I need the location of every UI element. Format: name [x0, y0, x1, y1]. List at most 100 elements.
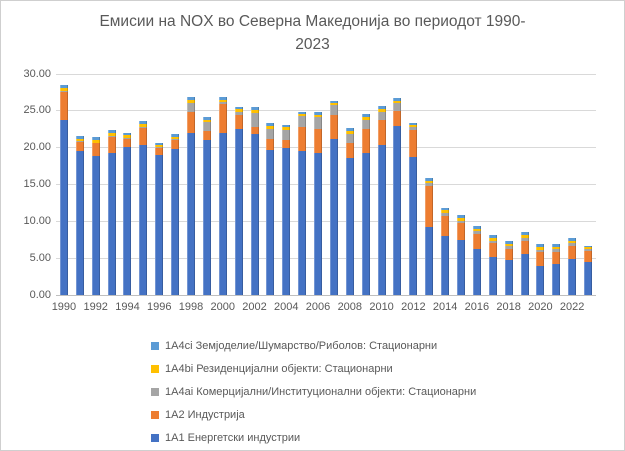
bar-segment [202, 131, 211, 141]
bar-segment [504, 246, 513, 249]
bar-segment [202, 116, 211, 120]
x-tick-label: 2022 [559, 301, 585, 313]
legend-swatch-icon [151, 364, 159, 373]
bar-segment [361, 152, 370, 295]
legend: 1A4ci Земјоделие/Шумарство/Риболов: Стац… [151, 334, 476, 449]
bar-segment [218, 132, 227, 295]
bar-segment [91, 155, 100, 295]
bar-segment [266, 123, 275, 127]
bar-segment [409, 127, 418, 130]
x-tick-label: 2016 [464, 301, 490, 313]
bar-segment [155, 142, 164, 145]
legend-item: 1A1 Енергетски индустрии [151, 426, 476, 449]
bar-segment [59, 88, 68, 91]
bar-segment [123, 137, 132, 139]
y-tick-label: 30.00 [23, 67, 51, 80]
legend-label: 1A4ai Комерцијални/Институционални објек… [165, 385, 477, 398]
bar-segment [171, 149, 180, 295]
bar-segment [171, 133, 180, 137]
bar-segment [409, 130, 418, 158]
bar-segment [234, 107, 243, 110]
bar-segment [441, 210, 450, 214]
bar-segment [171, 136, 180, 139]
x-tick-label: 1990 [51, 301, 77, 313]
bar-segment [584, 247, 593, 250]
bar-segment [329, 102, 338, 105]
bar-segment [75, 138, 84, 142]
bar-segment [393, 97, 402, 101]
bar-segment [504, 248, 513, 261]
bar-segment [266, 138, 275, 150]
bar-segment [107, 132, 116, 136]
bar-segment [107, 130, 116, 133]
legend-swatch-icon [151, 433, 159, 442]
bar-segment [298, 116, 307, 128]
bar-segment [123, 138, 132, 147]
bar-segment [504, 244, 513, 247]
bar-segment [314, 111, 323, 115]
bar-segment [345, 127, 354, 131]
x-tick-label: 1994 [115, 301, 140, 313]
chart-title-line2: 2023 [295, 36, 330, 53]
bar-segment [282, 148, 291, 295]
bar-segment [139, 121, 148, 125]
bar-segment [234, 129, 243, 295]
legend-label: 1A2 Индустрија [165, 408, 245, 421]
bar-segment [457, 218, 465, 221]
bar-segment [202, 121, 211, 132]
bar-segment [472, 233, 481, 249]
x-tick-label: 1996 [146, 301, 172, 313]
gridline [56, 257, 596, 259]
bar-segment [520, 232, 529, 236]
bar-segment [488, 240, 497, 243]
x-tick-label: 2000 [210, 301, 235, 313]
bar-segment [218, 104, 227, 133]
bar-segment [59, 91, 68, 121]
bar-segment [584, 245, 593, 248]
legend-item: 1A4ci Земјоделие/Шумарство/Риболов: Стац… [151, 334, 476, 357]
bar-segment [345, 133, 354, 143]
bar-segment [314, 114, 323, 118]
bar-segment [250, 134, 259, 295]
bar-segment [266, 129, 275, 139]
bar-segment [314, 152, 323, 295]
chart-title: Емисии на NOX во Северна Македонија во п… [1, 10, 624, 56]
bar-segment [345, 130, 354, 134]
bar-segment [520, 237, 529, 241]
bar-segment [91, 140, 100, 143]
bar-segment [425, 183, 434, 186]
bar-segment [441, 208, 450, 211]
bar-segment [393, 100, 402, 104]
bar-segment [298, 111, 307, 114]
bar-segment [472, 225, 481, 229]
bar-segment [107, 152, 116, 295]
y-tick-label: 0.00 [29, 288, 51, 301]
bar-segment [536, 244, 545, 248]
bar-segment [377, 108, 386, 112]
bar-segment [298, 113, 307, 116]
bar-segment [409, 124, 418, 128]
bar-segment [282, 130, 291, 140]
x-tick-label: 2004 [274, 301, 299, 313]
bar-segment [584, 249, 593, 251]
bar-segment [552, 264, 561, 295]
x-tick-label: 2012 [401, 301, 426, 313]
gridline [56, 294, 596, 296]
bar-segment [377, 106, 386, 109]
bar-segment [91, 137, 100, 141]
bar-segment [520, 254, 529, 295]
bar-segment [345, 157, 354, 295]
bar-segment [472, 248, 481, 295]
bar-segment [155, 146, 164, 148]
bar-segment [91, 142, 100, 144]
bar-segment [171, 139, 180, 150]
bar-segment [234, 115, 243, 130]
y-tick-label: 15.00 [23, 178, 51, 190]
bar-segment [155, 144, 164, 147]
bar-segment [425, 177, 434, 181]
bar-segment [568, 243, 577, 246]
bar-segment [187, 96, 195, 100]
bar-segment [218, 99, 227, 102]
bar-segment [298, 127, 307, 152]
bar-segment [107, 135, 116, 137]
